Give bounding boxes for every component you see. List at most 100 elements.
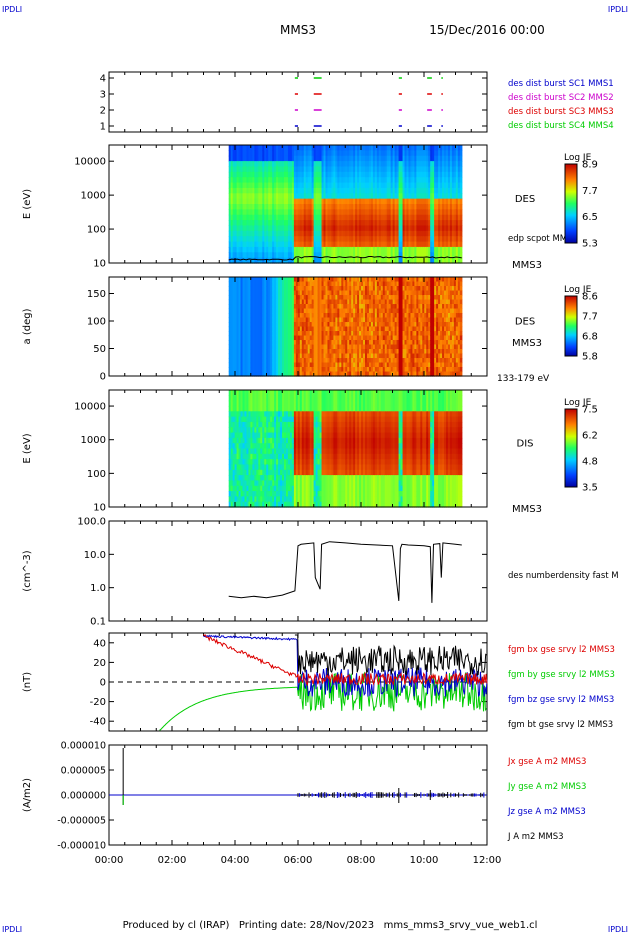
des-pitch-cell [412,367,415,373]
des-energy-cell [416,241,419,248]
des-pitch-cell [289,340,293,346]
des-pitch-cell [301,277,305,283]
des-energy-cell [451,177,455,184]
des-pitch-cell [349,358,352,364]
des-pitch-cell [374,299,378,305]
des-energy-cell [305,145,309,151]
des-energy-cell [424,145,427,151]
des-energy-cell [319,204,323,210]
des-pitch-cell [331,335,334,341]
des-energy-cell [438,193,441,200]
des-pitch-cell [238,286,242,292]
des-pitch-cell [355,367,358,373]
des-energy-cell [293,225,297,232]
des-energy-cell [282,230,285,237]
des-pitch-cell [278,277,281,283]
des-energy-cell [386,241,390,248]
des-energy-cell [260,204,263,210]
des-energy-cell [284,150,287,157]
des-pitch-cell [254,331,257,337]
des-pitch-cell [333,367,336,373]
des-pitch-cell [280,353,283,359]
des-energy-cell [285,155,289,162]
des-energy-cell [392,225,396,232]
des-energy-cell [284,252,287,259]
des-energy-cell [291,241,295,248]
des-energy-cell [297,220,301,227]
des-pitch-cell [392,358,396,364]
des-energy-cell [258,241,261,248]
des-energy-cell [455,252,459,259]
des-pitch-cell [335,313,338,319]
des-pitch-cell [274,353,277,359]
des-energy-cell [256,220,259,227]
des-energy-cell [278,209,281,216]
des-energy-cell [337,150,340,157]
des-energy-cell [299,171,303,178]
des-energy-cell [449,182,453,189]
des-pitch-cell [238,308,242,314]
des-pitch-cell [366,277,370,283]
des-energy-cell [420,252,423,259]
des-energy-cell [248,145,252,151]
des-pitch-cell [262,281,265,287]
des-energy-cell [341,214,344,221]
des-energy-cell [410,246,414,253]
des-pitch-cell [343,349,346,355]
des-energy-cell [293,166,297,173]
des-energy-cell [228,220,232,227]
des-energy-cell [388,230,392,237]
des-energy-cell [412,209,415,216]
des-pitch-cell [363,344,366,350]
des-pitch-cell [396,317,400,323]
des-pitch-cell [329,322,333,328]
des-energy-cell [368,236,372,243]
des-energy-cell [323,220,327,227]
des-pitch-cell [301,313,305,319]
des-pitch-cell [384,371,388,377]
des-energy-cell [365,171,368,178]
des-energy-cell [408,166,412,173]
des-energy-cell [374,257,378,264]
des-pitch-cell [276,286,279,292]
des-energy-cell [315,214,319,221]
des-pitch-cell [406,344,410,350]
des-pitch-cell [365,371,368,377]
des-energy-cell [440,193,443,200]
des-energy-cell [260,177,263,184]
des-energy-colorbar-tick: 7.7 [582,186,598,197]
des-energy-cell [311,241,315,248]
des-pitch-cell [280,362,283,368]
des-pitch-cell [370,358,374,364]
des-energy-cell [359,209,362,216]
des-pitch-cell [386,358,390,364]
des-energy-cell [394,187,398,194]
des-pitch-cell [238,299,242,305]
des-pitch-cell [242,340,246,346]
des-pitch-cell [406,295,410,301]
des-energy-cell [333,182,336,189]
des-pitch-cell [414,286,417,292]
des-pitch-cell [234,295,238,301]
des-energy-cell [359,225,362,232]
des-pitch-cell [386,367,390,373]
des-energy-cell [280,209,283,216]
des-pitch-cell [287,308,291,314]
des-pitch-cell [378,277,382,283]
des-pitch-cell [349,367,352,373]
des-pitch-cell [325,308,329,314]
des-pitch-cell [366,362,370,368]
des-energy-cell [278,257,281,264]
des-energy-cell [278,177,281,184]
des-pitch-cell [410,295,414,301]
des-energy-cell [398,220,402,227]
des-pitch-cell [284,299,287,305]
des-energy-cell [402,187,406,194]
des-pitch-cell [347,331,350,337]
des-pitch-cell [325,335,329,341]
des-energy-cell [321,241,325,248]
des-pitch-cell [285,286,289,292]
des-energy-cell [382,236,386,243]
des-pitch-cell [414,371,417,377]
des-pitch-cell [408,362,412,368]
